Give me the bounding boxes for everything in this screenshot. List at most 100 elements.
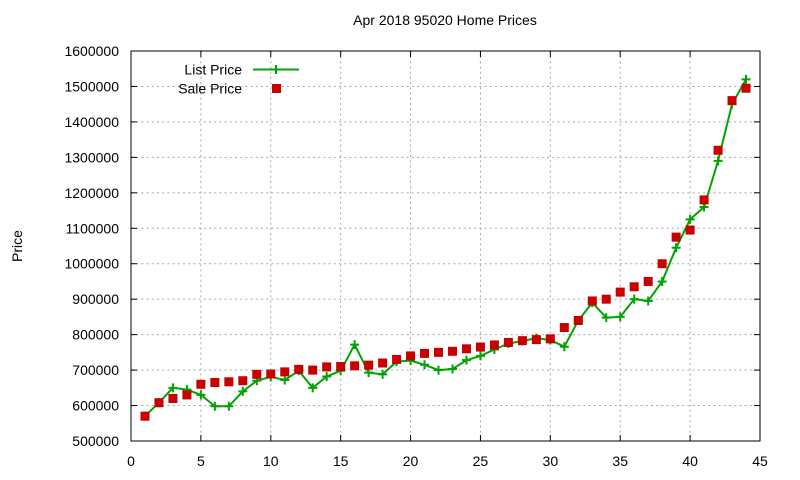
sale-price-point (392, 354, 402, 364)
sale-price-point (252, 369, 262, 379)
sale-price-point (434, 347, 444, 357)
list-price-point (238, 386, 248, 396)
list-price-point (210, 401, 220, 411)
sale-price-point (266, 369, 276, 379)
sale-price-point (699, 195, 709, 205)
sale-price-point (140, 411, 150, 421)
list-price-point (447, 364, 457, 374)
sale-price-point (685, 225, 695, 235)
x-tick-label: 15 (333, 453, 349, 469)
list-price-point (629, 294, 639, 304)
legend: List Price Sale Price (178, 62, 299, 97)
list-price-point (713, 156, 723, 166)
sale-price-point (224, 377, 234, 387)
sale-price-point (336, 362, 346, 372)
sale-price-point (280, 367, 290, 377)
list-price-point (434, 365, 444, 375)
sale-price-point (461, 344, 471, 354)
legend-item-sale-price: Sale Price (178, 81, 281, 97)
x-tick-label: 40 (682, 453, 698, 469)
x-tick-label: 30 (543, 453, 559, 469)
sale-price-point (615, 287, 625, 297)
y-tick-label: 1500000 (64, 78, 119, 94)
x-tick-label: 10 (263, 453, 279, 469)
list-price-point (168, 383, 178, 393)
sale-price-point (643, 276, 653, 286)
y-axis-label: Price (9, 230, 25, 262)
sale-price-point (503, 337, 513, 347)
y-tick-label: 500000 (72, 433, 119, 449)
sale-price-point (196, 379, 206, 389)
x-tick-label: 5 (197, 453, 205, 469)
legend-label: List Price (184, 62, 242, 78)
sale-price-point (350, 361, 360, 371)
sale-price-point (531, 335, 541, 345)
list-price-point (741, 74, 751, 84)
sale-price-point (210, 378, 220, 387)
sale-price-point (294, 364, 304, 374)
list-price-point (615, 312, 625, 322)
sale-price-point (657, 259, 667, 269)
sale-price-point (322, 362, 332, 372)
y-tick-label: 800000 (72, 327, 119, 343)
list-price-point (643, 296, 653, 306)
list-price-point (559, 342, 569, 352)
y-tick-label: 1100000 (66, 220, 120, 236)
y-tick-label: 1300000 (64, 149, 119, 165)
list-price-point (280, 375, 290, 385)
sale-price-point (378, 358, 388, 368)
legend-item-list-price: List Price (184, 62, 299, 78)
sale-price-point (364, 360, 374, 370)
sale-price-point (545, 334, 555, 344)
y-tick-label: 700000 (72, 362, 119, 378)
x-tick-label: 0 (127, 453, 135, 469)
y-tick-label: 1200000 (64, 185, 119, 201)
y-tick-label: 1600000 (64, 43, 119, 59)
list-price-point (322, 371, 332, 381)
sale-price-point (489, 340, 499, 350)
sale-price-series (140, 83, 751, 421)
sale-price-point (168, 393, 178, 403)
sale-price-point (587, 296, 597, 306)
x-tick-label: 20 (403, 453, 419, 469)
sale-price-point (559, 323, 569, 333)
sale-price-point (601, 294, 611, 304)
plot-area: 0 5 10 15 20 25 30 35 40 45 500000 600000 700000 8000… (64, 43, 768, 469)
list-price-point (196, 390, 206, 400)
x-tick-label: 45 (752, 453, 768, 469)
y-tick-label: 600000 (72, 398, 119, 414)
list-price-point (224, 401, 234, 411)
sale-price-point (741, 83, 751, 93)
sale-price-point (308, 365, 318, 375)
sale-price-point (182, 390, 192, 400)
list-price-point (350, 340, 360, 350)
sale-price-point (671, 232, 681, 242)
list-price-point (601, 313, 611, 323)
sale-price-point (154, 398, 164, 408)
y-tick-label: 1400000 (64, 114, 119, 130)
legend-plus-sample (271, 65, 281, 74)
sale-price-point (406, 351, 416, 361)
list-price-point (378, 369, 388, 379)
sale-price-point (573, 315, 583, 325)
chart-title: Apr 2018 95020 Home Prices (353, 12, 537, 28)
sale-price-point (420, 348, 430, 358)
list-price-line (144, 78, 747, 417)
list-price-point (685, 214, 695, 224)
list-price-point (671, 243, 681, 253)
sale-price-point (713, 145, 723, 155)
legend-label: Sale Price (178, 81, 242, 97)
sale-price-point (517, 336, 527, 346)
list-price-point (475, 351, 485, 361)
y-tick-label: 900000 (72, 291, 119, 307)
list-price-point (308, 383, 318, 393)
sale-price-point (238, 376, 248, 386)
x-tick-label: 25 (473, 453, 489, 469)
list-price-point (461, 355, 471, 365)
list-price-series (140, 74, 751, 421)
list-price-point (657, 276, 667, 286)
list-price-point (420, 360, 430, 370)
plot-border (130, 50, 761, 442)
